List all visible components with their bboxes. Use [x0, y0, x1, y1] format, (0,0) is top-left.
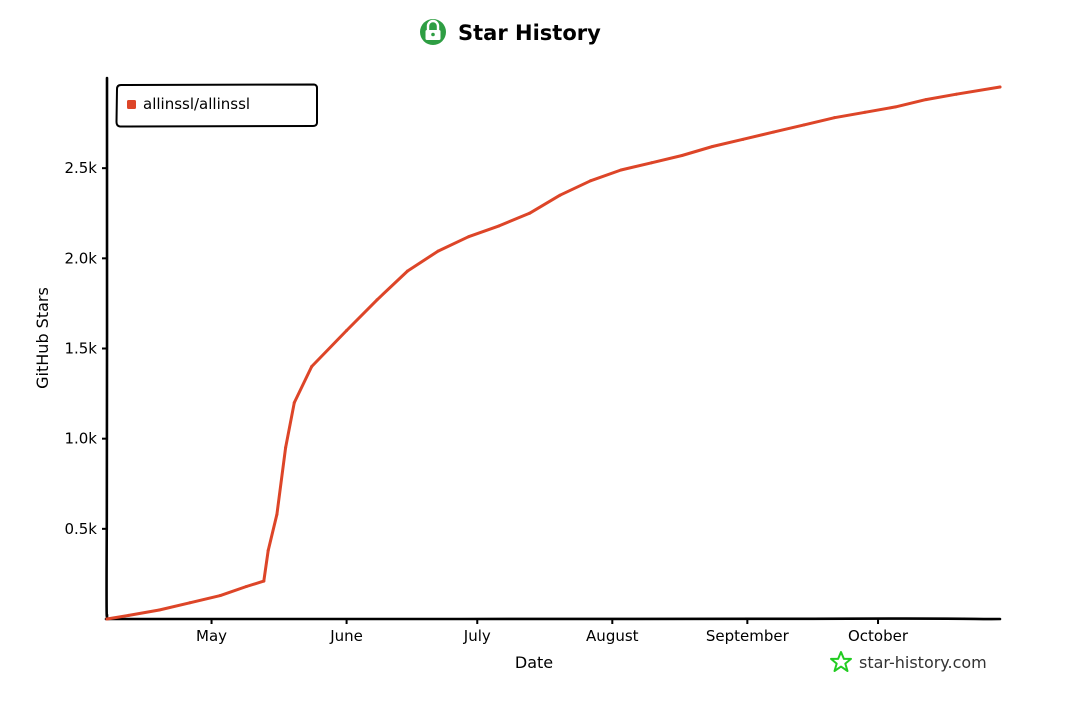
- series-point: [741, 137, 745, 141]
- series-point: [105, 617, 109, 621]
- x-tick-label: August: [586, 627, 639, 645]
- series-point: [375, 298, 379, 302]
- series-point: [467, 235, 471, 239]
- x-axis-ticks: May June July August September October: [196, 619, 909, 645]
- x-axis-line: [104, 617, 1002, 621]
- padlock-logo-icon: [420, 19, 446, 45]
- series-point: [832, 116, 836, 120]
- series-point: [406, 269, 410, 273]
- brand-text: star-history.com: [859, 653, 987, 672]
- legend: allinssl/allinssl: [115, 83, 318, 128]
- x-tick-label: July: [463, 627, 491, 645]
- series-point: [244, 585, 248, 589]
- chart-header: Star History: [420, 19, 601, 45]
- series-point: [528, 211, 532, 215]
- y-tick-label: 2.0k: [64, 249, 97, 267]
- series-point: [650, 161, 654, 165]
- chart-title: Star History: [458, 21, 601, 45]
- series-point: [262, 579, 266, 583]
- series-line-0: [105, 85, 1002, 621]
- series-point: [771, 130, 775, 134]
- series-point: [802, 123, 806, 127]
- series-layer: [105, 85, 1002, 621]
- series-point: [998, 85, 1002, 89]
- legend-swatch: [127, 100, 136, 109]
- series-point: [497, 224, 501, 228]
- series-point: [589, 179, 593, 183]
- y-axis-label: GitHub Stars: [33, 287, 52, 389]
- series-point: [292, 401, 296, 405]
- y-tick-label: 0.5k: [64, 520, 97, 538]
- x-tick-label: October: [848, 627, 909, 645]
- series-point: [558, 193, 562, 197]
- series-point: [680, 154, 684, 158]
- legend-label: allinssl/allinssl: [143, 95, 250, 113]
- y-axis-ticks: 0.5k 1.0k 1.5k 2.0k 2.5k: [64, 159, 107, 538]
- x-tick-label: September: [706, 627, 790, 645]
- series-point: [188, 601, 192, 605]
- y-tick-label: 1.5k: [64, 340, 97, 358]
- axes: [104, 76, 1002, 621]
- series-point: [345, 328, 349, 332]
- series-point: [127, 613, 131, 617]
- series-point: [954, 92, 958, 96]
- series-point: [218, 594, 222, 598]
- x-tick-label: May: [196, 627, 227, 645]
- series-point: [863, 110, 867, 114]
- series-point: [157, 608, 161, 612]
- brand-watermark[interactable]: star-history.com: [830, 651, 987, 672]
- series-point: [436, 249, 440, 253]
- y-tick-label: 1.0k: [64, 430, 97, 448]
- series-point: [266, 548, 270, 552]
- legend-box: [115, 83, 318, 128]
- series-point: [310, 365, 314, 369]
- y-tick-label: 2.5k: [64, 159, 97, 177]
- series-point: [619, 168, 623, 172]
- series-point: [284, 446, 288, 450]
- series-point: [275, 512, 279, 516]
- series-point: [710, 145, 714, 149]
- series-point: [924, 98, 928, 102]
- x-axis-label: Date: [515, 653, 553, 672]
- star-icon: [830, 651, 852, 672]
- x-tick-label: June: [329, 627, 363, 645]
- series-point: [893, 105, 897, 109]
